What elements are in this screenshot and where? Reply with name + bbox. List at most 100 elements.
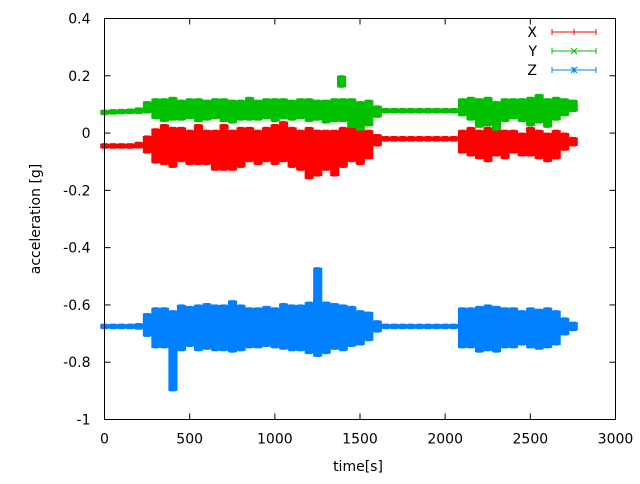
error-bar bbox=[457, 307, 468, 348]
error-bar bbox=[142, 101, 152, 114]
error-bar bbox=[551, 130, 561, 159]
error-bar bbox=[355, 130, 365, 165]
error-bar bbox=[517, 98, 527, 122]
error-bar bbox=[364, 100, 374, 126]
series-X bbox=[100, 121, 578, 180]
error-bar bbox=[355, 101, 365, 131]
error-bar bbox=[210, 304, 221, 351]
y-tick-label: -1 bbox=[77, 413, 91, 429]
legend-marker bbox=[570, 47, 578, 55]
error-bar bbox=[193, 124, 204, 165]
error-bar bbox=[389, 136, 399, 142]
error-bar bbox=[449, 108, 459, 114]
error-bar bbox=[227, 130, 238, 171]
error-bar bbox=[236, 100, 246, 121]
error-bar bbox=[500, 130, 510, 159]
error-bar bbox=[262, 306, 272, 347]
error-bar bbox=[245, 307, 255, 348]
error-bar bbox=[313, 100, 323, 121]
error-bar bbox=[372, 105, 382, 118]
error-bar bbox=[509, 130, 519, 154]
error-bar bbox=[176, 127, 187, 162]
error-bar bbox=[236, 127, 246, 168]
error-bar bbox=[534, 309, 544, 350]
error-bar bbox=[304, 98, 314, 122]
y-axis-label: acceleration [g] bbox=[28, 164, 44, 275]
error-bar bbox=[304, 302, 314, 354]
error-bar bbox=[159, 307, 169, 348]
error-bar bbox=[151, 98, 161, 119]
error-bar bbox=[517, 310, 527, 346]
error-bar bbox=[364, 312, 374, 341]
series-Z bbox=[100, 267, 578, 392]
legend-marker bbox=[570, 66, 578, 74]
error-bar bbox=[526, 127, 536, 156]
error-bar bbox=[398, 324, 408, 329]
error-bar bbox=[245, 97, 255, 121]
error-bar bbox=[423, 136, 433, 142]
error-bar bbox=[270, 124, 280, 165]
x-tick-label: 500 bbox=[176, 432, 203, 448]
legend-label: X bbox=[527, 25, 537, 41]
error-bar bbox=[304, 127, 314, 179]
plot-marks bbox=[100, 75, 578, 392]
x-tick-label: 2500 bbox=[513, 432, 549, 448]
y-tick-label: -0.6 bbox=[63, 298, 90, 314]
error-bar bbox=[440, 136, 451, 142]
error-bar bbox=[560, 133, 570, 151]
error-bar bbox=[253, 130, 263, 165]
error-bar bbox=[406, 136, 416, 142]
x-tick-label: 1500 bbox=[342, 432, 378, 448]
error-bar bbox=[134, 107, 144, 114]
error-bar bbox=[117, 324, 127, 329]
error-bar bbox=[398, 136, 408, 142]
error-bar bbox=[210, 130, 221, 171]
error-bar bbox=[236, 304, 246, 351]
error-bar bbox=[176, 100, 187, 121]
error-bar bbox=[415, 136, 425, 142]
error-bar bbox=[381, 108, 391, 114]
error-bar bbox=[406, 108, 416, 114]
legend-label: Z bbox=[527, 63, 537, 79]
y-tick-label: 0.4 bbox=[68, 12, 90, 28]
error-bar bbox=[185, 306, 195, 347]
error-bar bbox=[372, 134, 382, 146]
error-bar bbox=[193, 98, 204, 122]
error-bar bbox=[526, 97, 536, 126]
x-tick-label: 0 bbox=[100, 432, 109, 448]
error-bar bbox=[117, 143, 127, 149]
error-bar bbox=[440, 108, 451, 114]
error-bar bbox=[543, 98, 553, 128]
y-tick-label: -0.2 bbox=[63, 183, 90, 199]
error-bar bbox=[142, 313, 152, 337]
error-bar bbox=[296, 98, 306, 119]
error-bar bbox=[202, 130, 212, 165]
error-bar bbox=[337, 75, 347, 88]
error-bar bbox=[279, 121, 289, 162]
error-bar bbox=[500, 307, 510, 348]
error-bar bbox=[125, 324, 135, 329]
y-tick-label: 0.2 bbox=[68, 69, 90, 85]
error-bar bbox=[321, 130, 331, 171]
error-bar bbox=[185, 98, 195, 119]
plot-frame bbox=[104, 18, 616, 420]
error-bar bbox=[389, 108, 399, 114]
legend-label: Y bbox=[527, 44, 537, 60]
error-bar bbox=[270, 307, 280, 348]
error-bar bbox=[262, 98, 272, 119]
error-bar bbox=[560, 317, 570, 336]
error-bar bbox=[415, 108, 425, 114]
error-bar bbox=[330, 98, 340, 122]
error-bar bbox=[202, 303, 212, 350]
error-bar bbox=[474, 130, 485, 159]
error-bar bbox=[466, 307, 476, 348]
error-bar bbox=[381, 136, 391, 142]
error-bar bbox=[449, 324, 459, 329]
error-bar bbox=[151, 307, 161, 348]
error-bar bbox=[159, 124, 169, 165]
error-bar bbox=[134, 142, 144, 148]
x-axis-label: time[s] bbox=[333, 459, 383, 475]
y-tick-label: -0.4 bbox=[63, 241, 90, 257]
error-bar bbox=[168, 310, 178, 391]
error-bar bbox=[347, 306, 357, 347]
